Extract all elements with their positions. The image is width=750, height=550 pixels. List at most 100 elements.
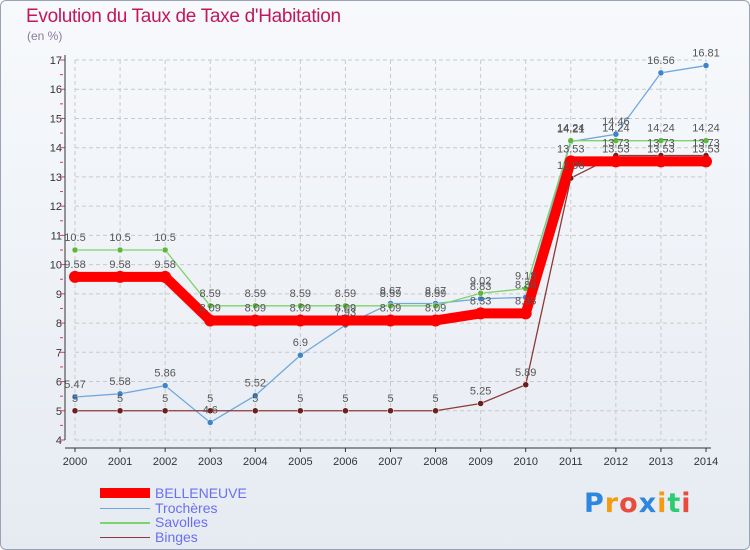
data-label: 5.58 — [109, 376, 130, 388]
legend-swatch — [100, 488, 150, 498]
data-label: 10.5 — [109, 232, 130, 244]
data-point — [477, 290, 484, 297]
data-point — [71, 393, 79, 401]
data-point — [297, 407, 304, 415]
data-label: 5 — [387, 393, 393, 405]
y-tick-label: 8 — [56, 318, 62, 330]
data-label: 9.58 — [109, 259, 130, 271]
data-point — [69, 270, 81, 283]
data-point — [342, 407, 349, 415]
data-point — [519, 307, 532, 320]
data-label: 13.53 — [557, 143, 585, 155]
logo-letter: r — [604, 488, 620, 519]
y-tick-label: 6 — [56, 377, 62, 389]
data-label: 8.09 — [335, 302, 356, 314]
series-belleneuve — [69, 155, 712, 327]
data-label: 8.59 — [425, 288, 446, 300]
data-label: 8.09 — [425, 302, 446, 314]
proxiti-logo: Proxiti — [584, 488, 692, 519]
data-label: 5.47 — [64, 379, 85, 391]
data-label: 5 — [252, 393, 258, 405]
data-label: 8.09 — [290, 302, 311, 314]
data-label: 5 — [342, 393, 348, 405]
data-label: 8.67 — [425, 285, 446, 297]
legend-item-binges: Binges — [100, 530, 360, 545]
data-label: 9.18 — [515, 271, 536, 283]
x-tick-label: 2012 — [604, 456, 628, 468]
y-tick-label: 12 — [50, 201, 62, 213]
data-point — [612, 137, 620, 144]
data-point — [384, 314, 397, 327]
data-point — [204, 314, 217, 327]
data-label: 5.89 — [515, 367, 536, 379]
y-tick-label: 16 — [50, 84, 62, 96]
data-point — [609, 155, 622, 168]
logo-letter: i — [657, 488, 668, 519]
x-tick-label: 2011 — [559, 456, 583, 468]
data-label: 8.59 — [245, 288, 266, 300]
data-point — [612, 130, 620, 138]
series-savolles — [71, 137, 710, 310]
data-point — [71, 407, 79, 415]
data-label: 5 — [162, 393, 168, 405]
logo-letter: x — [638, 488, 658, 519]
data-label: 5 — [72, 393, 78, 405]
data-point — [654, 155, 667, 168]
y-tick-label: 11 — [51, 230, 62, 242]
data-point — [116, 246, 124, 254]
y-tick-label: 13 — [50, 172, 62, 184]
data-point — [567, 137, 575, 144]
x-tick-label: 2007 — [378, 456, 402, 468]
legend-item-savolles: Savolles — [100, 515, 360, 530]
x-tick-label: 2006 — [333, 456, 357, 468]
data-point — [161, 407, 169, 415]
data-label: 8.09 — [380, 302, 401, 314]
legend: BELLENEUVE Trochères Savolles Binges — [100, 486, 360, 544]
data-label: 5 — [433, 393, 439, 405]
data-label: 8.33 — [515, 295, 536, 307]
data-point — [161, 246, 169, 254]
data-label: 6.9 — [293, 337, 308, 349]
data-label: 8.59 — [290, 288, 311, 300]
data-label: 13.73 — [647, 138, 675, 150]
x-tick-label: 2001 — [108, 456, 132, 468]
data-point — [657, 137, 665, 144]
data-label: 13.53 — [647, 143, 675, 155]
legend-label: Trochères — [155, 499, 218, 516]
data-label: 10.5 — [64, 232, 85, 244]
x-tick-label: 2004 — [243, 456, 267, 468]
data-label: 8.88 — [515, 279, 536, 291]
chart-title: Evolution du Taux de Taxe d'Habitation — [26, 6, 341, 27]
data-point — [206, 407, 214, 415]
data-label: 9.58 — [154, 259, 175, 271]
data-label: 14.24 — [647, 123, 675, 135]
data-point — [387, 407, 394, 415]
data-label: 14.46 — [602, 116, 630, 128]
data-label: 9.02 — [470, 275, 491, 287]
data-label: 14.24 — [692, 123, 720, 135]
logo-letter: i — [681, 488, 692, 519]
x-tick-label: 2003 — [198, 456, 222, 468]
legend-label: Binges — [155, 528, 198, 545]
data-point — [432, 302, 439, 310]
data-label: 5.25 — [470, 385, 491, 397]
data-point — [387, 302, 394, 310]
data-label: 14.24 — [557, 123, 585, 135]
data-label: 5 — [297, 393, 303, 405]
data-point — [477, 400, 484, 407]
data-point — [206, 419, 214, 426]
data-label: 12.96 — [557, 160, 585, 172]
data-point — [252, 392, 259, 399]
data-point — [114, 270, 127, 283]
y-axis-unit-label: (en %) — [27, 29, 63, 43]
x-tick-label: 2013 — [649, 456, 673, 468]
data-label: 9.58 — [64, 259, 85, 271]
data-label: 13.53 — [692, 143, 720, 155]
data-label: 16.81 — [692, 48, 720, 60]
data-point — [206, 302, 214, 310]
legend-label: BELLENEUVE — [155, 485, 247, 501]
logo-letter: o — [619, 488, 639, 519]
x-tick-label: 2002 — [153, 456, 177, 468]
data-point — [657, 69, 665, 77]
data-point — [700, 155, 712, 168]
